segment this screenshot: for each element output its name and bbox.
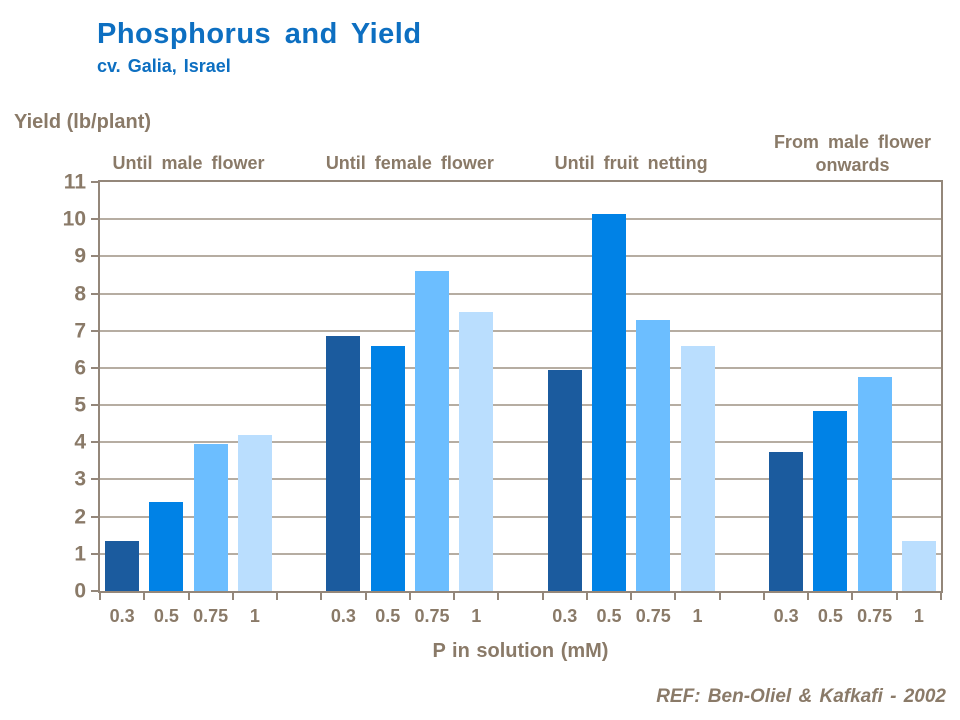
- x-axis-tick: [940, 591, 942, 600]
- x-axis-tick: [541, 591, 544, 600]
- y-axis-tick: [91, 404, 100, 407]
- x-axis-tick-label: 0.75: [857, 606, 893, 626]
- y-axis-tick: [91, 218, 100, 221]
- x-axis-tick: [364, 591, 367, 600]
- y-axis-tick: [91, 329, 100, 332]
- y-axis-tick-label: 9: [74, 244, 86, 268]
- group-header: Until fruit netting: [554, 152, 708, 173]
- bar-from-male-flower-onwards-p1: [901, 540, 936, 591]
- group-header: Until male flower: [112, 152, 265, 173]
- y-axis-tick-label: 6: [74, 356, 86, 380]
- x-axis-tick: [807, 591, 810, 600]
- y-axis-tick-label: 2: [74, 505, 86, 529]
- x-axis-tick: [630, 591, 633, 600]
- y-axis-tick: [91, 478, 100, 481]
- x-axis-tick-label: 0.3: [330, 606, 356, 626]
- gridline: [100, 515, 941, 518]
- chart-subtitle: cv. Galia, Israel: [97, 56, 231, 76]
- x-axis-tick: [674, 591, 677, 600]
- y-axis-tick: [91, 255, 100, 258]
- y-axis-tick: [91, 181, 100, 183]
- gridline: [100, 218, 941, 221]
- y-axis-tick-label: 11: [63, 170, 86, 194]
- x-axis-tick-label: 0.3: [773, 606, 799, 626]
- chart-title: Phosphorus and Yield: [97, 18, 422, 50]
- x-axis-tick: [497, 591, 500, 600]
- y-axis-tick-label: 1: [74, 542, 86, 566]
- y-axis-title: Yield (lb/plant): [14, 111, 152, 133]
- x-axis-tick-label: 1: [913, 606, 924, 626]
- group-header: From male flower onwards: [773, 132, 931, 175]
- group-header: Until female flower: [325, 152, 494, 173]
- bar-until-female-flower-p0.75: [414, 271, 449, 591]
- x-axis-tick-label: 1: [471, 606, 482, 626]
- x-axis-tick-label: 0.75: [414, 606, 450, 626]
- gridline: [100, 441, 941, 444]
- x-axis-tick-label: 1: [249, 606, 260, 626]
- x-axis-tick-label: 0.5: [817, 606, 843, 626]
- x-axis-tick: [585, 591, 588, 600]
- y-axis-tick-label: 10: [62, 207, 86, 231]
- x-axis-tick: [408, 591, 411, 600]
- gridline: [100, 478, 941, 481]
- bar-from-male-flower-onwards-p0.3: [769, 451, 804, 591]
- x-axis-tick-label: 1: [692, 606, 703, 626]
- y-axis-tick: [91, 515, 100, 518]
- bar-from-male-flower-onwards-p0.75: [857, 377, 892, 591]
- x-axis-tick: [231, 591, 234, 600]
- x-axis-tick-label: 0.75: [193, 606, 229, 626]
- bar-until-fruit-netting-p0.75: [636, 319, 671, 591]
- x-axis-tick: [143, 591, 146, 600]
- reference-text: REF: Ben-Oliel & Kafkafi - 2002: [656, 686, 946, 707]
- x-axis-tick: [718, 591, 721, 600]
- bar-until-female-flower-p0.5: [370, 345, 405, 591]
- y-axis-tick: [91, 590, 100, 592]
- bar-until-fruit-netting-p1: [680, 345, 715, 591]
- y-axis-tick-label: 5: [74, 393, 86, 417]
- x-axis-tick: [895, 591, 898, 600]
- y-axis-tick: [91, 441, 100, 444]
- x-axis-tick-label: 0.5: [153, 606, 179, 626]
- x-axis-tick: [320, 591, 323, 600]
- y-axis-tick: [91, 552, 100, 555]
- gridline: [100, 404, 941, 407]
- y-axis-tick-label: 0: [74, 579, 86, 603]
- y-axis-tick-label: 8: [74, 282, 86, 306]
- x-axis-tick-label: 0.75: [635, 606, 671, 626]
- y-axis-tick-label: 4: [74, 430, 86, 454]
- y-axis-tick-label: 3: [74, 467, 86, 491]
- gridline: [100, 552, 941, 555]
- gridline: [100, 366, 941, 369]
- bar-until-male-flower-p0.5: [149, 501, 184, 591]
- x-axis-tick-label: 0.3: [109, 606, 135, 626]
- x-axis-tick-label: 0.5: [596, 606, 622, 626]
- gridline: [100, 329, 941, 332]
- x-axis-tick: [187, 591, 190, 600]
- y-axis-tick: [91, 366, 100, 369]
- y-axis-tick-label: 7: [74, 319, 86, 343]
- x-axis-tick-label: 0.5: [375, 606, 401, 626]
- x-axis-tick: [453, 591, 456, 600]
- x-axis-tick: [276, 591, 279, 600]
- x-axis-title: P in solution (mM): [432, 640, 609, 662]
- bar-from-male-flower-onwards-p0.5: [813, 410, 848, 591]
- x-axis-tick: [762, 591, 765, 600]
- bar-until-male-flower-p0.3: [105, 540, 140, 591]
- y-axis-tick: [91, 292, 100, 295]
- bar-until-female-flower-p1: [459, 312, 494, 591]
- bar-until-male-flower-p0.75: [193, 444, 228, 591]
- bar-until-female-flower-p0.3: [326, 336, 361, 591]
- x-axis-tick: [99, 591, 101, 600]
- x-axis-tick: [851, 591, 854, 600]
- bar-until-fruit-netting-p0.3: [547, 369, 582, 591]
- bar-until-fruit-netting-p0.5: [592, 213, 627, 591]
- gridline: [100, 255, 941, 258]
- bar-until-male-flower-p1: [237, 434, 272, 591]
- gridline: [100, 292, 941, 295]
- x-axis-tick-label: 0.3: [552, 606, 578, 626]
- plot-area: 0 1 2 3 4 5 6 7 8 9 10 11 0.3 0.5 0.75 1 Until male flow…: [63, 132, 943, 626]
